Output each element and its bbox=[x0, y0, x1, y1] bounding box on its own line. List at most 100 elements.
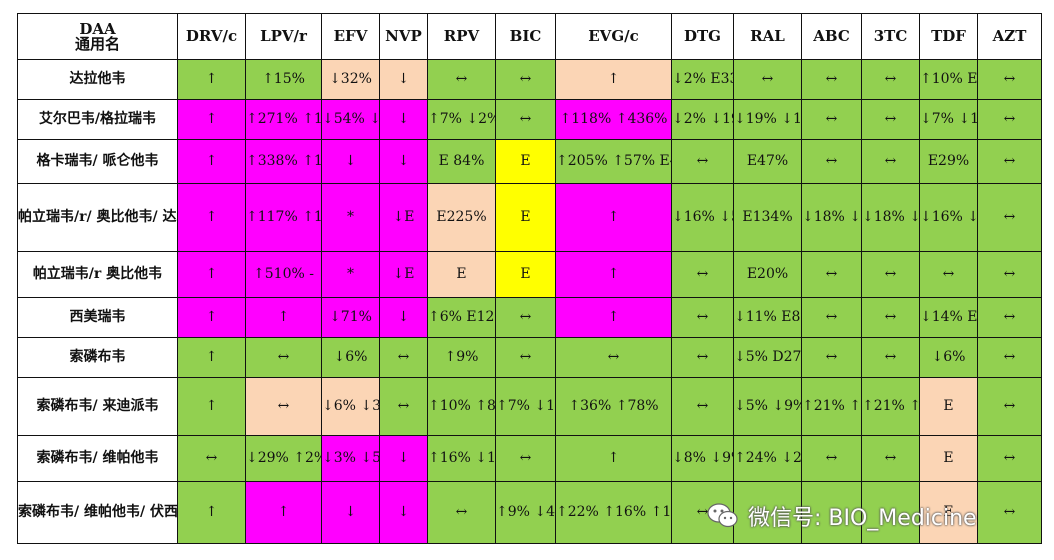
interaction-cell: * bbox=[321, 251, 380, 298]
interaction-cell: ↑ bbox=[177, 139, 246, 184]
interaction-cell: ↓14% E18% bbox=[919, 297, 978, 338]
interaction-cell: ↔ bbox=[977, 99, 1042, 140]
interaction-cell: ↔ bbox=[379, 377, 428, 436]
interaction-cell: ↔ bbox=[801, 139, 862, 184]
interaction-cell: ↑ bbox=[177, 99, 246, 140]
interaction-cell: E20% bbox=[733, 251, 802, 298]
interaction-cell: ↓ bbox=[379, 59, 428, 100]
interaction-cell: ↓E bbox=[379, 183, 428, 252]
interaction-cell: ↔ bbox=[555, 337, 672, 378]
interaction-cell: E bbox=[495, 183, 556, 252]
col-header-lpv-r: LPV/r bbox=[245, 13, 322, 60]
interaction-cell: ↓32% bbox=[321, 59, 380, 100]
table-row: 索磷布韦/ 维帕他韦/ 伏西瑞韦↑↑↓↓↔↑9% ↓4% ↓9%↑22% ↑16… bbox=[17, 481, 1042, 544]
interaction-cell: ↓18% ↓9% ↓9% bbox=[801, 183, 862, 252]
row-header: 索磷布韦/ 维帕他韦 bbox=[17, 435, 178, 482]
interaction-cell: ↓ bbox=[379, 435, 428, 482]
table-row: 格卡瑞韦/ 哌仑他韦↑↑338% ↑146%↓↓E 84%E↑205% ↑57%… bbox=[17, 139, 1042, 184]
interaction-cell: ↓11% E8% bbox=[733, 297, 802, 338]
row-header: 艾尔巴韦/格拉瑞韦 bbox=[17, 99, 178, 140]
row-header: 西美瑞韦 bbox=[17, 297, 178, 338]
col-header-evg-c: EVG/c bbox=[555, 13, 672, 60]
interaction-cell: ↔ bbox=[861, 435, 920, 482]
interaction-cell: ↑ bbox=[177, 59, 246, 100]
row-header: 索磷布韦 bbox=[17, 337, 178, 378]
interaction-cell: ↔ bbox=[861, 59, 920, 100]
interaction-cell: ↔ bbox=[801, 435, 862, 482]
interaction-cell: ↑ bbox=[177, 337, 246, 378]
interaction-cell: E bbox=[919, 481, 978, 544]
col-header-nvp: NVP bbox=[379, 13, 428, 60]
col-header-dtg: DTG bbox=[671, 13, 734, 60]
interaction-cell: ↔ bbox=[495, 297, 556, 338]
interaction-cell: ↑7% ↓2% bbox=[427, 99, 496, 140]
interaction-cell: ↑7% ↓13% bbox=[495, 377, 556, 436]
interaction-cell: ↑ bbox=[177, 377, 246, 436]
interaction-cell: ↑ bbox=[177, 481, 246, 544]
interaction-cell: ↓ bbox=[379, 99, 428, 140]
interaction-cell: ↓29% ↑2% bbox=[245, 435, 322, 482]
interaction-cell: ↔ bbox=[861, 99, 920, 140]
interaction-cell: ↑117% ↑17% ↓7% bbox=[245, 183, 322, 252]
interaction-cell: ↓7% ↓14% bbox=[919, 99, 978, 140]
col-header-azt: AZT bbox=[977, 13, 1042, 60]
interaction-cell: ↓3% ↓53% bbox=[321, 435, 380, 482]
table-row: 西美瑞韦↑↑↓71%↓↑6% E12%↔↑↔↓11% E8%↔↔↓14% E18… bbox=[17, 297, 1042, 338]
interaction-cell: ↑24% ↓2% bbox=[733, 435, 802, 482]
corner-line1: DAA bbox=[79, 19, 116, 38]
interaction-cell: ↑ bbox=[555, 251, 672, 298]
interaction-cell: ↑205% ↑57% E47% bbox=[555, 139, 672, 184]
interaction-cell: ↔ bbox=[977, 59, 1042, 100]
interaction-cell: ↑ bbox=[555, 435, 672, 482]
table-row: 索磷布韦/ 维帕他韦↔↓29% ↑2%↓3% ↓53%↓↑16% ↓1%↔↑↓8… bbox=[17, 435, 1042, 482]
interaction-cell: ↔ bbox=[495, 337, 556, 378]
interaction-cell: ↔ bbox=[427, 59, 496, 100]
interaction-cell: ↑9% bbox=[427, 337, 496, 378]
col-header-drv-c: DRV/c bbox=[177, 13, 246, 60]
interaction-cell: ↓ bbox=[321, 481, 380, 544]
interaction-cell: E 84% bbox=[427, 139, 496, 184]
corner-header: DAA 通用名 bbox=[17, 13, 178, 60]
interaction-cell: ↔ bbox=[801, 59, 862, 100]
interaction-cell: ↓ bbox=[379, 297, 428, 338]
interaction-cell: ↑ bbox=[555, 59, 672, 100]
interaction-cell: ↔ bbox=[801, 297, 862, 338]
interaction-cell bbox=[733, 481, 802, 544]
interaction-cell: E bbox=[495, 251, 556, 298]
interaction-cell: ↔ bbox=[977, 297, 1042, 338]
interaction-cell: ↑ bbox=[245, 297, 322, 338]
col-header-efv: EFV bbox=[321, 13, 380, 60]
interaction-cell: ↔ bbox=[177, 435, 246, 482]
interaction-cell: ↑ bbox=[245, 481, 322, 544]
interaction-cell: ↑21% ↑18% D10% bbox=[801, 377, 862, 436]
interaction-cell: ↓16% ↓1% ↓15% bbox=[919, 183, 978, 252]
interaction-cell: ↑ bbox=[555, 183, 672, 252]
interaction-cell: ↔ bbox=[495, 59, 556, 100]
row-header: 帕立瑞韦/r 奥比他韦 bbox=[17, 251, 178, 298]
interaction-cell: ↔ bbox=[977, 377, 1042, 436]
interaction-cell: ↔ bbox=[861, 337, 920, 378]
interaction-cell: ↔ bbox=[495, 99, 556, 140]
row-header: 索磷布韦/ 来迪派韦 bbox=[17, 377, 178, 436]
interaction-cell: ↑21% ↑18% D 6% bbox=[861, 377, 920, 436]
interaction-cell: ↑15% bbox=[245, 59, 322, 100]
interaction-cell: ↔ bbox=[977, 337, 1042, 378]
interaction-cell: ↔ bbox=[977, 251, 1042, 298]
col-header-bic: BIC bbox=[495, 13, 556, 60]
watermark-text: 微信号: BIO_Medicine bbox=[748, 506, 977, 531]
interaction-cell: ↓ bbox=[379, 139, 428, 184]
interaction-cell: ↔ bbox=[977, 139, 1042, 184]
interaction-cell: ↓8% ↓9% bbox=[671, 435, 734, 482]
interaction-cell: E bbox=[919, 377, 978, 436]
interaction-cell: ↔ bbox=[671, 139, 734, 184]
interaction-cell: * bbox=[321, 183, 380, 252]
interaction-cell: ↑22% ↑16% ↑171% bbox=[555, 481, 672, 544]
interaction-cell: ↔ bbox=[245, 377, 322, 436]
interaction-cell: E bbox=[427, 251, 496, 298]
interaction-cell: ↔ bbox=[671, 337, 734, 378]
interaction-cell: ↓2% E33% bbox=[671, 59, 734, 100]
interaction-cell: ↑510% - bbox=[245, 251, 322, 298]
interaction-cell: ↓71% bbox=[321, 297, 380, 338]
interaction-cell: ↓18% ↓9% ↓9% bbox=[861, 183, 920, 252]
interaction-cell: ↔ bbox=[733, 59, 802, 100]
